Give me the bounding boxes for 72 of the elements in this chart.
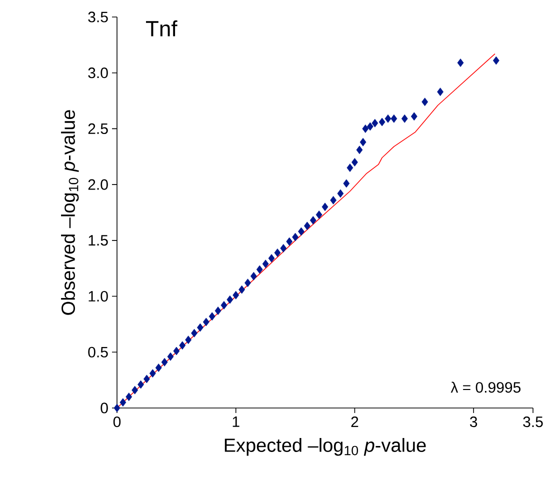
x-tick-label: 1 [232,416,240,427]
point [197,323,204,332]
point [144,374,150,384]
y-tick-label: 1.5 [88,235,108,246]
point [226,295,234,304]
point [238,285,245,294]
point [173,346,180,356]
point [316,210,322,219]
point [185,336,192,344]
point [214,306,222,315]
point [352,158,358,166]
point [202,318,210,326]
point [268,254,275,262]
point [179,341,186,350]
y-axis-title: Observed –log$_{10}$ p-value [61,110,79,315]
point [292,232,298,242]
point [310,216,316,225]
point [132,386,138,394]
point [274,248,281,257]
x-tick-label: 2 [351,416,358,427]
point [256,265,263,274]
point [360,138,366,146]
point [208,312,216,321]
y-tick-label: 2.5 [88,123,108,134]
point [437,88,444,96]
point [410,112,418,121]
point [492,56,500,65]
y-tick-label: 2.0 [88,179,108,190]
point [161,358,168,366]
point [378,118,386,126]
point [167,352,174,361]
point [322,202,328,212]
x-axis-title: Expected –log$_{10}$ p-value [224,438,426,456]
point [191,328,198,338]
point [372,118,378,128]
point [330,196,337,204]
point [366,122,374,131]
chart-title: Tnf [146,20,178,36]
y-tick-label: 0 [100,402,108,414]
point [232,290,240,300]
point [280,244,287,252]
point [401,114,408,123]
y-tick-label: 0.5 [88,346,108,358]
y-tick-label: 1.0 [88,290,108,302]
x-tick-label: 3.5 [523,416,543,428]
point [114,404,120,412]
point [250,272,257,280]
point [390,114,398,123]
point [155,364,162,372]
point [356,146,363,154]
point [343,179,350,188]
point [304,222,310,230]
point [244,278,251,288]
point [422,98,428,106]
y-tick-label: 3.0 [88,68,108,78]
point [126,392,132,402]
point [337,189,344,198]
point [149,369,156,378]
annotation: λ = 0.9995 [450,382,520,393]
point [384,114,392,123]
x-tick-label: 3 [470,416,478,428]
x-tick-label: 0 [113,416,121,428]
point [298,227,304,236]
point [220,301,228,310]
point [262,260,269,268]
point [362,124,369,133]
point [457,58,464,67]
point [286,237,293,246]
point [120,398,126,407]
y-tick-label: 3.5 [88,12,108,22]
point [346,164,354,172]
point [138,380,144,389]
